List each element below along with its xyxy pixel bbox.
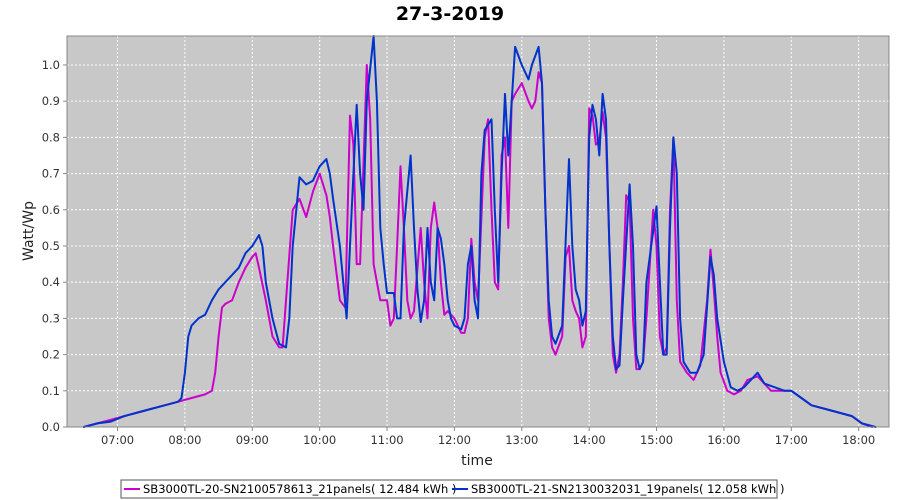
x-tick-label: 13:00 [505,433,538,447]
chart-title: 27-3-2019 [396,3,504,25]
series-line-1 [82,64,874,428]
y-tick-label: 0.2 [42,348,60,362]
legend-box [120,479,778,499]
x-tick-label: 16:00 [707,433,740,447]
x-tick-label: 17:00 [775,433,808,447]
y-tick-label: 0.4 [42,275,60,289]
x-tick-label: 10:00 [303,433,336,447]
y-axis-title: Watt/Wp [21,201,37,261]
axes: 0.0 0.1 0.2 0.3 0.4 0.5 0.6 0.7 0.8 0.9 1.0 07:00 08… [42,35,890,447]
x-tick-label: 09:00 [236,433,269,447]
x-axis-title: time [461,453,493,469]
y-tick-label: 0.7 [42,167,60,181]
x-tick-label: 14:00 [573,433,606,447]
y-tick-label: 0.3 [42,311,60,325]
legend-label-2: SB3000TL-21-SN2130032031_19panels( 12.05… [471,482,784,496]
x-tick-label: 07:00 [101,433,134,447]
x-tick-label: 12:00 [438,433,471,447]
legend: SB3000TL-20-SN2100578613_21panels( 12.48… [120,479,784,499]
plot-area [67,36,889,427]
x-tick-label: 15:00 [640,433,673,447]
x-tick-label: 08:00 [168,433,201,447]
y-tick-label: 0.1 [42,384,60,398]
grid-lines [67,36,889,427]
plot-border [66,35,890,428]
series-line-2 [82,35,877,428]
y-tick-label: 0.5 [42,239,60,253]
series-layer [82,35,877,428]
y-tick-label: 0.0 [42,420,60,434]
y-tick-label: 0.9 [42,94,60,108]
y-tick-label: 0.6 [42,203,60,217]
y-tick-label: 1.0 [42,58,60,72]
x-tick-label: 18:00 [842,433,875,447]
x-tick-label: 11:00 [370,433,403,447]
legend-label-1: SB3000TL-20-SN2100578613_21panels( 12.48… [143,482,456,496]
y-tick-label: 0.8 [42,130,60,144]
